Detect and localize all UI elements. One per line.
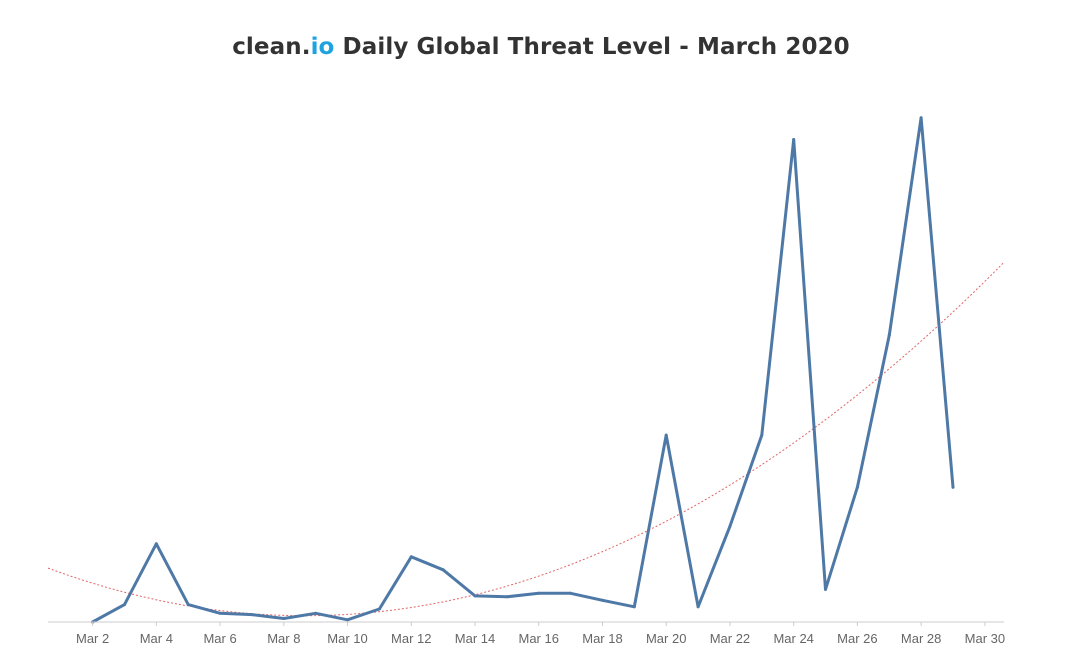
data-point xyxy=(601,598,604,602)
x-tick-label: Mar 10 xyxy=(327,631,367,646)
x-tick-label: Mar 16 xyxy=(519,631,559,646)
x-tick-label: Mar 6 xyxy=(203,631,236,646)
data-point xyxy=(377,607,381,611)
title-text: Daily Global Threat Level - March 2020 xyxy=(334,34,850,60)
trendline-layer xyxy=(47,261,1005,617)
x-tick-label: Mar 14 xyxy=(455,631,495,646)
trendline xyxy=(47,261,1005,617)
data-point xyxy=(346,618,349,622)
x-tick-label: Mar 24 xyxy=(773,631,813,646)
x-tick-label: Mar 12 xyxy=(391,631,431,646)
data-point xyxy=(887,333,891,337)
x-ticks-layer: Mar 2 Mar 4 Mar 6 Mar 8 Mar 10 Mar 12 Mar 14 Ma… xyxy=(76,622,1005,646)
data-point xyxy=(186,603,190,607)
data-point xyxy=(855,485,859,489)
x-tick-label: Mar 4 xyxy=(140,631,173,646)
data-point xyxy=(441,568,445,572)
data-point xyxy=(314,611,318,615)
data-point xyxy=(505,595,509,599)
data-point xyxy=(123,603,126,607)
data-point xyxy=(154,542,158,546)
chart-title: clean.io Daily Global Threat Level - Mar… xyxy=(0,34,1082,60)
series-layer xyxy=(91,116,955,624)
data-point xyxy=(409,555,413,559)
x-tick-label: Mar 22 xyxy=(710,631,750,646)
data-point xyxy=(664,433,668,437)
data-point xyxy=(250,613,254,617)
data-point xyxy=(824,587,827,591)
data-point xyxy=(951,485,955,489)
data-point xyxy=(728,524,732,528)
x-tick-label: Mar 8 xyxy=(267,631,300,646)
x-tick-label: Mar 18 xyxy=(582,631,622,646)
data-point xyxy=(569,591,573,595)
title-brand-accent: io xyxy=(310,34,335,60)
data-point xyxy=(632,605,636,609)
data-point xyxy=(218,611,222,615)
data-point xyxy=(919,116,923,120)
data-point xyxy=(282,617,286,620)
data-point xyxy=(760,433,764,437)
x-tick-label: Mar 2 xyxy=(76,631,109,646)
data-point xyxy=(473,594,477,598)
title-brand: clean. xyxy=(232,34,311,60)
series-line xyxy=(91,116,955,624)
data-point xyxy=(792,138,796,141)
x-tick-label: Mar 26 xyxy=(837,631,877,646)
data-point xyxy=(537,591,541,595)
data-point xyxy=(696,605,700,609)
x-tick-label: Mar 28 xyxy=(901,631,941,646)
x-tick-label: Mar 30 xyxy=(965,631,1005,646)
x-tick-label: Mar 20 xyxy=(646,631,686,646)
